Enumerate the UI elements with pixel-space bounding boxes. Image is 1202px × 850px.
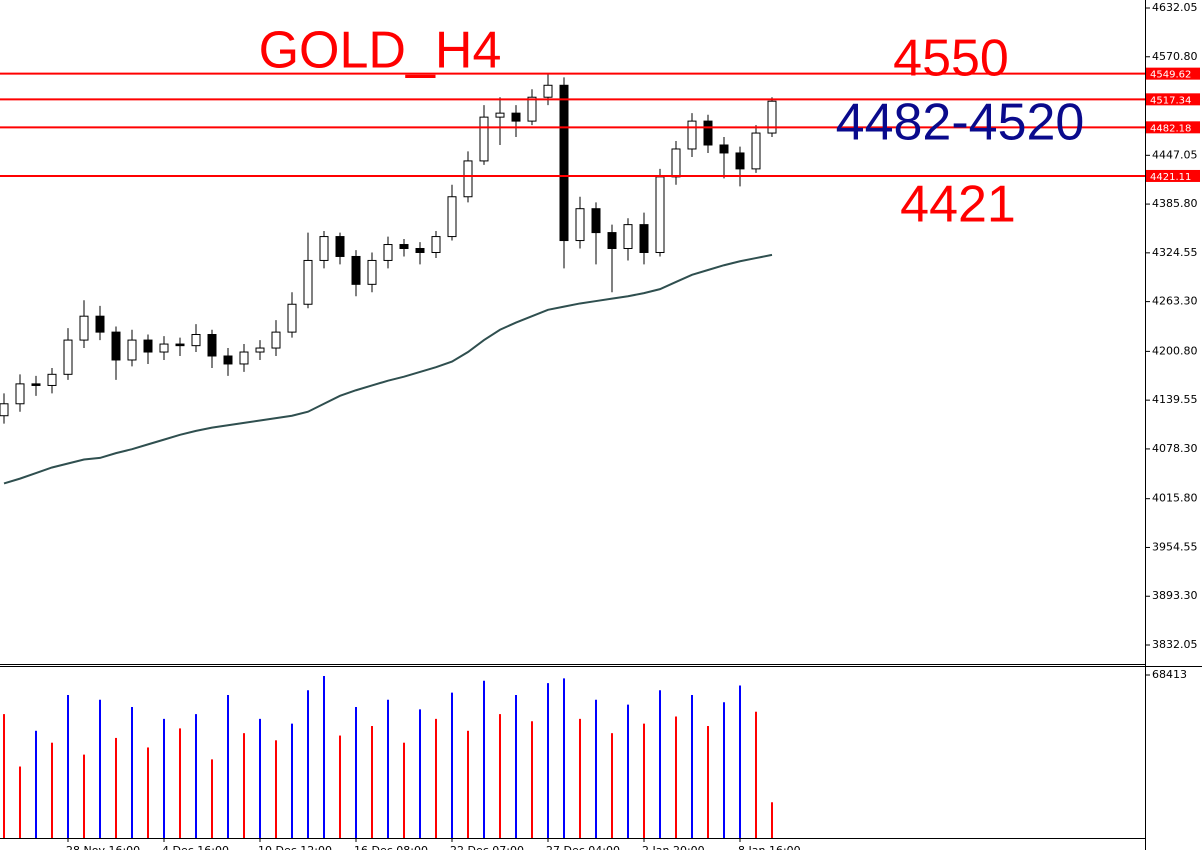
candle-body xyxy=(31,383,41,386)
candle-body xyxy=(399,244,409,250)
x-tick-label: 8 Jan 16:00 xyxy=(738,844,801,850)
candle-body xyxy=(15,383,25,405)
x-tick-label: 4 Dec 16:00 xyxy=(162,844,229,850)
candle-body xyxy=(175,343,185,347)
candle-body xyxy=(591,208,601,234)
candle-body xyxy=(95,315,105,333)
candle-body xyxy=(63,339,73,375)
candle-body xyxy=(447,196,457,238)
candle-body xyxy=(383,244,393,261)
candle-body xyxy=(527,96,537,122)
y-tick-label: 4570.80 xyxy=(1152,50,1198,63)
y-tick-label: 4200.80 xyxy=(1152,344,1198,357)
candle-body xyxy=(351,255,361,285)
candle-body xyxy=(111,331,121,361)
candle-body xyxy=(751,132,761,170)
candle-body xyxy=(79,315,89,341)
candle-body xyxy=(159,343,169,353)
candle-body xyxy=(719,144,729,154)
candle-body xyxy=(303,259,313,305)
candle-body xyxy=(239,351,249,365)
candle-body xyxy=(703,120,713,146)
candle-body xyxy=(319,236,329,261)
x-tick-label: 16 Dec 08:00 xyxy=(354,844,428,850)
y-tick-label: 3832.05 xyxy=(1152,638,1198,651)
candle-body xyxy=(0,403,9,417)
y-tick-label: 4632.05 xyxy=(1152,1,1198,14)
x-tick-label: 28 Nov 16:00 xyxy=(66,844,140,850)
annotation: 4482-4520 xyxy=(836,94,1085,152)
candle-body xyxy=(735,152,745,170)
candle-body xyxy=(671,148,681,178)
y-tick-label: 4324.55 xyxy=(1152,246,1198,259)
y-tick-label: 3954.55 xyxy=(1152,540,1198,553)
annotation: 4421 xyxy=(900,176,1016,234)
level-label: 4517.34 xyxy=(1150,95,1191,106)
level-label: 4421.11 xyxy=(1150,172,1191,183)
y-tick-label: 68413 xyxy=(1152,668,1187,681)
candle-body xyxy=(255,347,265,353)
level-label: 4549.62 xyxy=(1150,70,1191,81)
candle-body xyxy=(479,116,489,162)
candle-body xyxy=(495,112,505,118)
candle-body xyxy=(559,84,569,242)
annotation: 4550 xyxy=(893,30,1009,88)
level-label: 4482.18 xyxy=(1150,123,1191,134)
candle-body xyxy=(607,232,617,250)
moving-average xyxy=(3,253,773,485)
candle-body xyxy=(655,176,665,253)
y-tick-label: 4015.80 xyxy=(1152,492,1198,505)
x-tick-label: 27 Dec 04:00 xyxy=(546,844,620,850)
candle-body xyxy=(127,339,137,361)
candle-body xyxy=(463,160,473,198)
candle-body xyxy=(223,355,233,365)
candle-body xyxy=(143,339,153,353)
candle-body xyxy=(575,208,585,242)
x-tick-label: 22 Dec 07:00 xyxy=(450,844,524,850)
x-tick-label: 10 Dec 12:00 xyxy=(258,844,332,850)
candle-body xyxy=(543,84,553,98)
candle-body xyxy=(287,303,297,333)
candle-body xyxy=(431,236,441,253)
chart-title: GOLD_H4 xyxy=(259,22,502,80)
candle-body xyxy=(639,224,649,253)
candle-body xyxy=(367,259,377,285)
y-tick-label: 4447.05 xyxy=(1152,148,1198,161)
level-tag xyxy=(1146,93,1200,106)
candle-body xyxy=(335,236,345,257)
candle-body xyxy=(47,373,57,386)
candle-body xyxy=(415,248,425,253)
level-tag xyxy=(1146,169,1200,182)
y-tick-label: 4263.30 xyxy=(1152,295,1198,308)
level-tag xyxy=(1146,121,1200,134)
y-tick-label: 4078.30 xyxy=(1152,442,1198,455)
candle-body xyxy=(207,334,217,357)
candle-body xyxy=(687,120,697,150)
x-tick-label: 2 Jan 20:00 xyxy=(642,844,705,850)
y-tick-label: 4139.55 xyxy=(1152,393,1198,406)
y-tick-label: 4385.80 xyxy=(1152,197,1198,210)
candle-body xyxy=(623,224,633,250)
candle-body xyxy=(191,334,201,347)
y-tick-label: 3893.30 xyxy=(1152,589,1198,602)
candle-body xyxy=(767,100,777,134)
candle-body xyxy=(511,112,521,122)
candle-body xyxy=(271,331,281,349)
level-tag xyxy=(1146,67,1200,80)
